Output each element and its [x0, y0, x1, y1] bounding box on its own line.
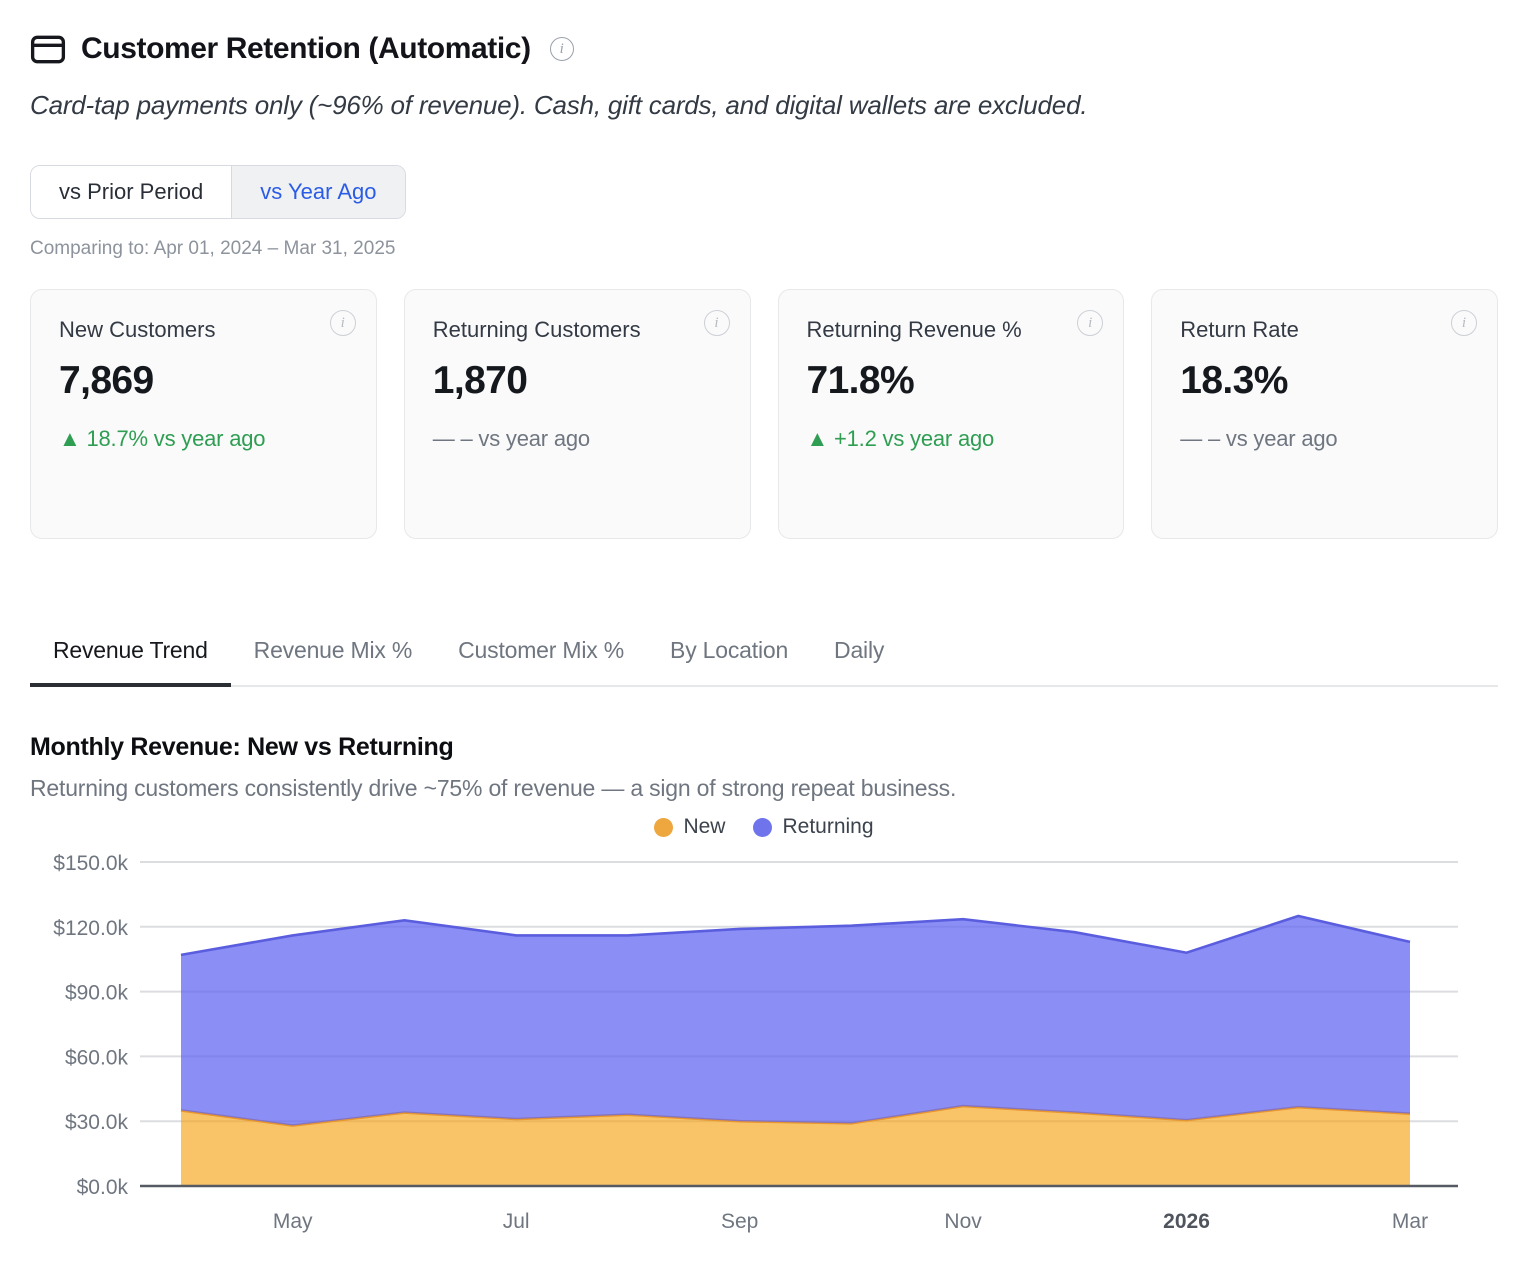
legend-label-new: New	[683, 815, 726, 838]
y-axis-tick-label: $150.0k	[53, 852, 128, 875]
legend-label-returning: Returning	[782, 815, 874, 838]
legend-dot-new	[654, 817, 674, 837]
y-axis-tick-label: $60.0k	[65, 1046, 129, 1069]
kpi-value: 1,870	[432, 359, 528, 403]
comparison-toggle: vs Prior Period vs Year Ago	[30, 165, 406, 219]
vs-prior-period-button[interactable]: vs Prior Period	[31, 166, 232, 218]
credit-card-icon	[30, 35, 66, 63]
y-axis-tick-label: $90.0k	[65, 982, 129, 1005]
kpi-card-returning-revenue-pct: i Returning Revenue % 71.8% ▲ +1.2 vs ye…	[777, 289, 1125, 539]
info-icon[interactable]: i	[1451, 310, 1477, 336]
chart-title: Monthly Revenue: New vs Returning	[30, 733, 454, 761]
revenue-trend-chart: $150.0k $120.0k $90.0k $60.0k $30.0k $0.0k May…	[53, 852, 1458, 1233]
y-axis-tick-label: $30.0k	[65, 1111, 129, 1134]
kpi-value: 18.3%	[1180, 359, 1288, 403]
tab-daily[interactable]: Daily	[834, 637, 885, 663]
area-new	[181, 1106, 1410, 1186]
section-tabs: Revenue Trend Revenue Mix % Customer Mix…	[30, 623, 1498, 687]
kpi-card-return-rate: i Return Rate 18.3% — – vs year ago	[1151, 289, 1498, 539]
tab-revenue-mix[interactable]: Revenue Mix %	[253, 637, 413, 663]
kpi-label: Return Rate	[1180, 317, 1299, 342]
kpi-card-new-customers: i New Customers 7,869 ▲ 18.7% vs year ag…	[30, 289, 377, 539]
kpi-label: New Customers	[59, 317, 216, 342]
info-icon[interactable]: i	[1077, 310, 1104, 336]
legend-item-returning: Returning	[753, 815, 874, 839]
page-subtitle: Card-tap payments only (~96% of revenue)…	[30, 90, 1088, 120]
title-info-icon[interactable]: i	[549, 37, 574, 61]
kpi-label: Returning Revenue %	[806, 317, 1022, 342]
kpi-card-row: i New Customers 7,869 ▲ 18.7% vs year ag…	[30, 289, 1498, 539]
vs-year-ago-button[interactable]: vs Year Ago	[231, 166, 405, 218]
revenue-trend-chart-container: $150.0k $120.0k $90.0k $60.0k $30.0k $0.0k May…	[30, 847, 1498, 1251]
x-axis-tick-label: Sep	[721, 1210, 758, 1233]
x-axis-tick-label: May	[273, 1210, 313, 1233]
y-axis-tick-label: $120.0k	[53, 917, 128, 940]
kpi-value: 7,869	[59, 359, 154, 403]
kpi-label: Returning Customers	[432, 317, 641, 342]
x-axis-tick-label: Nov	[944, 1210, 982, 1233]
kpi-delta: — – vs year ago	[432, 426, 590, 452]
kpi-delta: ▲ +1.2 vs year ago	[806, 426, 995, 452]
info-icon[interactable]: i	[329, 310, 356, 336]
legend-dot-returning	[753, 817, 773, 837]
page-header: Customer Retention (Automatic) i	[30, 32, 1498, 66]
tab-revenue-trend[interactable]: Revenue Trend	[30, 623, 231, 687]
x-axis-tick-label: 2026	[1163, 1210, 1210, 1233]
kpi-delta: ▲ 18.7% vs year ago	[59, 426, 266, 452]
tab-customer-mix[interactable]: Customer Mix %	[458, 637, 625, 663]
y-axis-tick-label: $0.0k	[77, 1176, 129, 1199]
line-returning	[180, 914, 1411, 957]
kpi-value: 71.8%	[806, 359, 915, 403]
kpi-delta: — – vs year ago	[1180, 426, 1338, 452]
comparison-caption: Comparing to: Apr 01, 2024 – Mar 31, 202…	[30, 238, 396, 259]
kpi-card-returning-customers: i Returning Customers 1,870 — – vs year …	[403, 289, 751, 539]
tab-by-location[interactable]: By Location	[670, 637, 789, 663]
area-returning	[181, 916, 1410, 1126]
legend-item-new: New	[654, 815, 725, 839]
chart-subtitle: Returning customers consistently drive ~…	[30, 775, 957, 801]
chart-legend: New Returning	[30, 815, 1498, 839]
info-icon[interactable]: i	[703, 310, 730, 336]
page-title: Customer Retention (Automatic)	[81, 32, 531, 65]
x-axis-tick-label: Mar	[1392, 1210, 1428, 1233]
x-axis-tick-label: Jul	[503, 1210, 530, 1233]
